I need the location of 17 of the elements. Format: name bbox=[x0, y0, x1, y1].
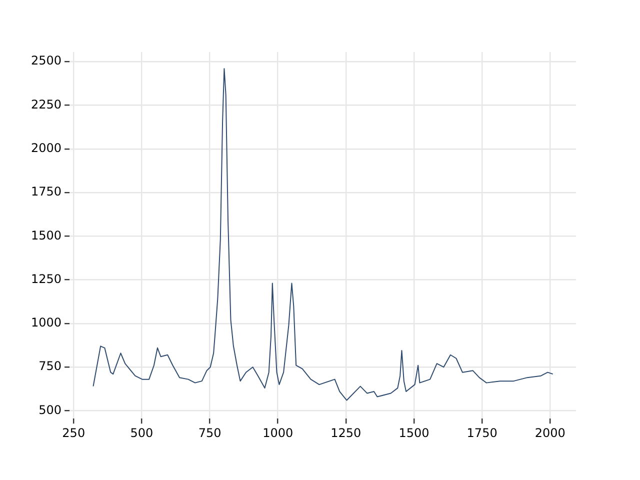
x-tick-label: 1250 bbox=[330, 426, 362, 440]
x-tick-label: 750 bbox=[198, 426, 222, 440]
y-tick-label: 1000 bbox=[30, 316, 62, 330]
x-tick-label: 250 bbox=[62, 426, 86, 440]
y-tick-label: 2000 bbox=[30, 141, 62, 156]
y-tick-label: 1750 bbox=[30, 184, 62, 199]
x-tick-label: 1500 bbox=[398, 426, 430, 440]
y-tick-label: 500 bbox=[38, 402, 62, 417]
x-tick-label: 2000 bbox=[534, 426, 566, 440]
y-tick-label: 2500 bbox=[30, 54, 62, 68]
y-tick-label: 1250 bbox=[30, 272, 62, 286]
x-tick-label: 500 bbox=[130, 426, 154, 440]
x-tick-label: 1000 bbox=[262, 426, 294, 440]
x-tick-label: 1750 bbox=[466, 426, 498, 440]
y-tick-label: 1500 bbox=[30, 228, 62, 242]
y-tick-label: 2250 bbox=[30, 97, 62, 112]
y-tick-label: 750 bbox=[38, 359, 62, 374]
